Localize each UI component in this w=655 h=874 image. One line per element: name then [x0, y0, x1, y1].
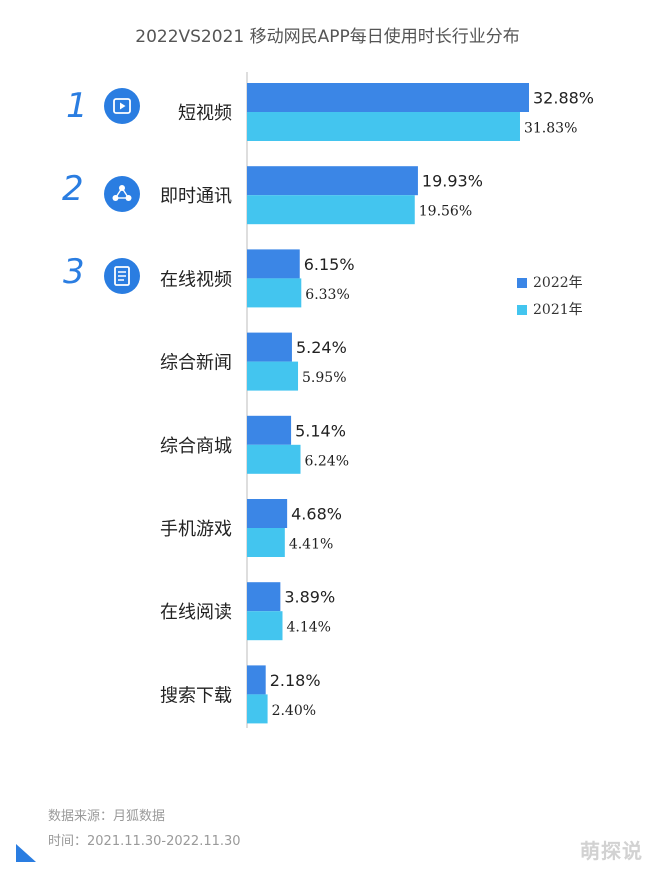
- data-label-instant-messaging-2021: 19.56%: [419, 204, 472, 220]
- people-network-icon: [104, 176, 140, 212]
- bar-short-video-2022: [247, 83, 529, 112]
- data-label-online-video-2021: 6.33%: [305, 287, 349, 303]
- bar-online-video-2021: [247, 278, 302, 308]
- watermark: 萌探说: [580, 839, 643, 863]
- video-play-icon: [104, 88, 140, 124]
- data-label-mobile-games-2022: 4.68%: [291, 505, 342, 524]
- bar-search-download-2021: [247, 694, 268, 724]
- data-label-general-news-2021: 5.95%: [302, 370, 346, 386]
- bar-general-mall-2022: [247, 415, 292, 445]
- category-label-mobile-games: 手机游戏: [160, 519, 232, 540]
- data-label-online-reading-2022: 3.89%: [284, 588, 335, 607]
- category-label-instant-messaging: 即时通讯: [160, 186, 232, 207]
- category-label-search-download: 搜索下载: [160, 685, 232, 706]
- data-label-online-video-2022: 6.15%: [304, 255, 355, 274]
- legend-swatch-2021: [517, 305, 527, 315]
- data-label-online-reading-2021: 4.14%: [287, 620, 331, 636]
- data-label-general-mall-2022: 5.14%: [295, 421, 346, 440]
- data-label-short-video-2022: 32.88%: [533, 89, 594, 108]
- bar-general-news-2021: [247, 361, 299, 391]
- data-label-general-news-2022: 5.24%: [296, 338, 347, 357]
- bar-general-news-2022: [247, 332, 292, 362]
- data-source-note: 数据来源：月狐数据: [48, 809, 166, 824]
- legend-item-2021: 2021年: [517, 299, 583, 319]
- bar-mobile-games-2021: [247, 528, 285, 557]
- bar-online-reading-2021: [247, 611, 283, 641]
- bar-short-video-2021: [247, 112, 520, 141]
- category-label-short-video: 短视频: [178, 103, 232, 124]
- category-label-general-news: 综合新闻: [160, 353, 232, 374]
- bar-instant-messaging-2021: [247, 195, 415, 225]
- data-label-instant-messaging-2022: 19.93%: [422, 172, 483, 191]
- category-label-online-reading: 在线阅读: [160, 602, 232, 623]
- category-label-online-video: 在线视频: [160, 269, 232, 290]
- data-label-short-video-2021: 31.83%: [524, 121, 577, 137]
- rank-3: 3: [63, 252, 85, 292]
- bar-instant-messaging-2022: [247, 166, 418, 196]
- data-label-search-download-2021: 2.40%: [272, 703, 316, 719]
- bar-general-mall-2021: [247, 444, 301, 474]
- bar-online-video-2022: [247, 249, 300, 279]
- bar-search-download-2022: [247, 665, 266, 695]
- legend-label-2021: 2021年: [533, 302, 583, 318]
- rank-1: 1: [66, 86, 88, 126]
- legend-item-2022: 2022年: [517, 272, 583, 292]
- data-label-search-download-2022: 2.18%: [270, 671, 321, 690]
- rank-2: 2: [62, 169, 84, 209]
- legend-label-2022: 2022年: [533, 275, 583, 291]
- document-list-icon: [104, 258, 140, 294]
- corner-triangle-icon: [16, 844, 36, 862]
- data-label-mobile-games-2021: 4.41%: [289, 537, 333, 553]
- time-range-note: 时间：2021.11.30-2022.11.30: [48, 834, 241, 849]
- chart-title: 2022VS2021 移动网民APP每日使用时长行业分布: [135, 27, 520, 47]
- bar-online-reading-2022: [247, 582, 281, 612]
- bar-mobile-games-2022: [247, 499, 288, 528]
- category-label-general-mall: 综合商城: [160, 436, 232, 457]
- data-label-general-mall-2021: 6.24%: [305, 453, 349, 469]
- legend-swatch-2022: [517, 278, 527, 288]
